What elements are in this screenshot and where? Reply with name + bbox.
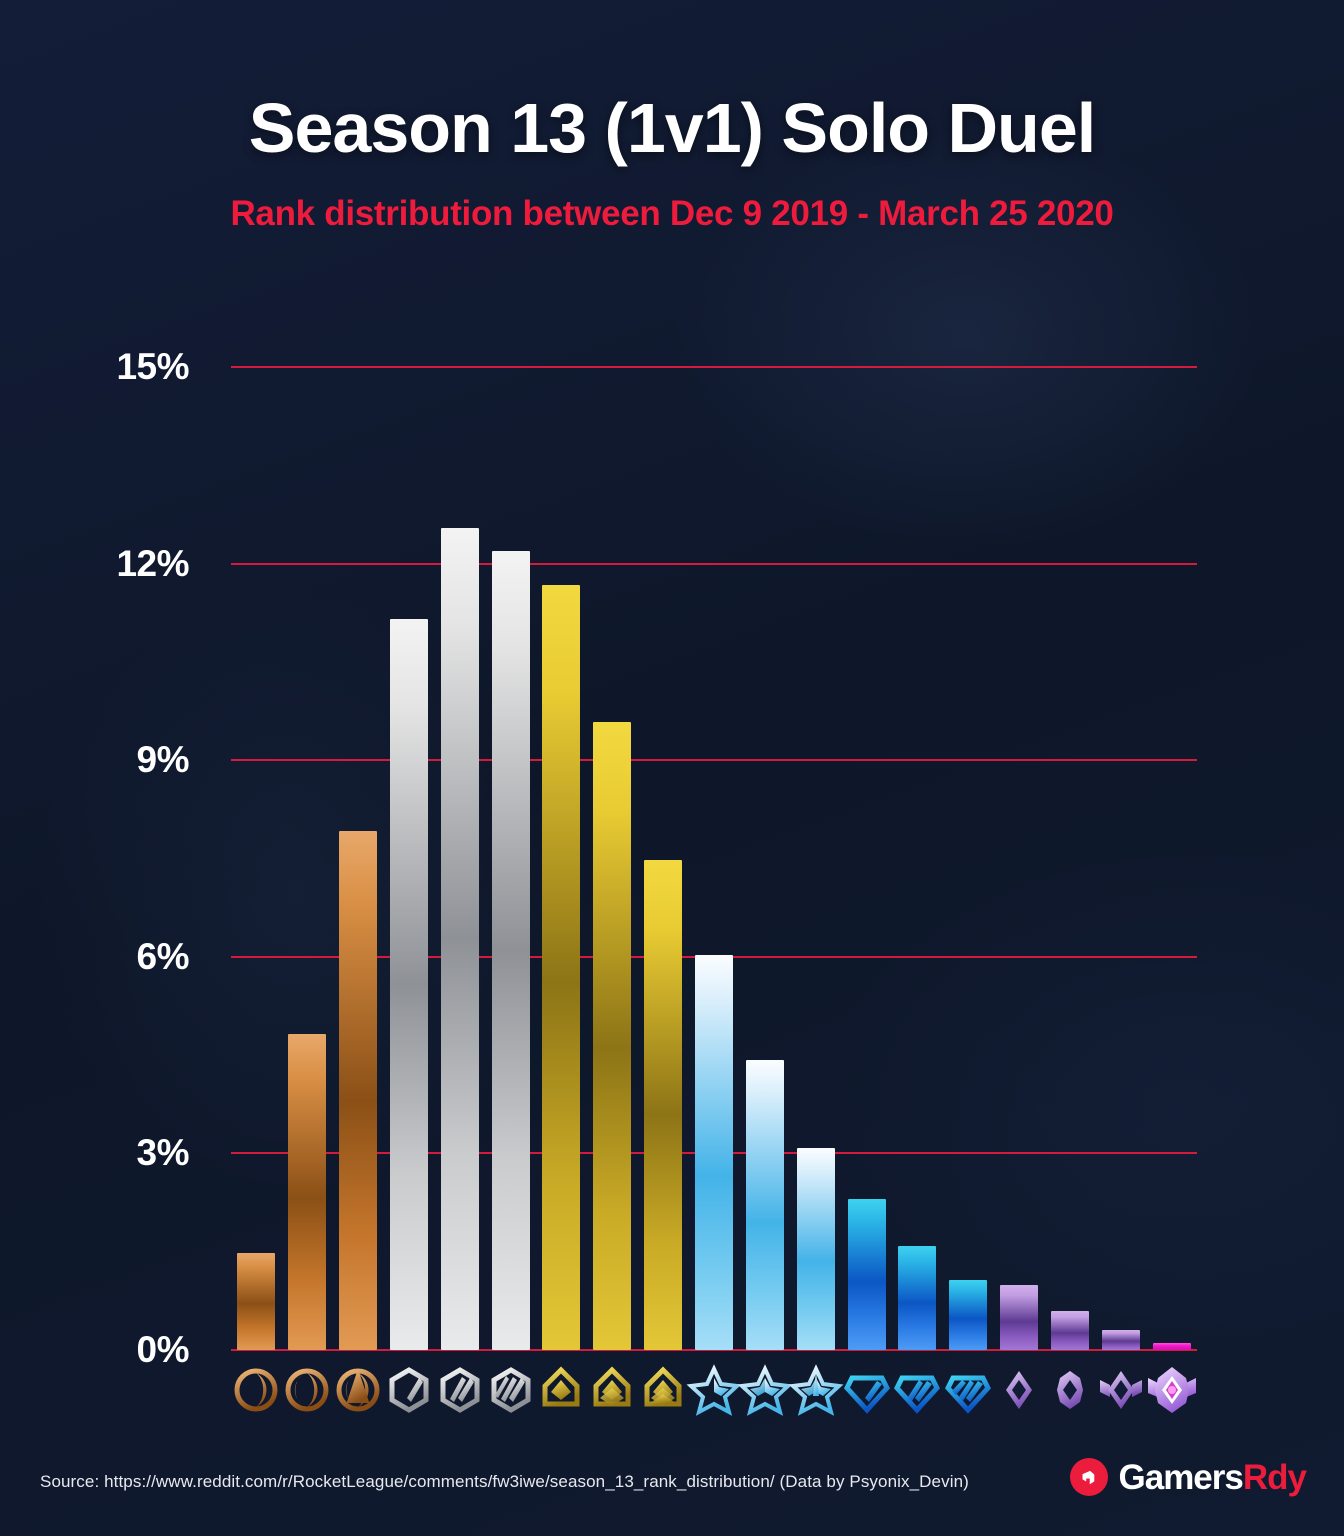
bar-gold-i[interactable] (542, 584, 581, 1350)
rank-icon-champion-2 (1042, 1362, 1098, 1418)
rank-icon-silver-1 (381, 1362, 437, 1418)
bar-diamond-ii[interactable] (898, 1246, 937, 1350)
rank-icon-diamond-1 (839, 1362, 895, 1418)
rank-icon-bronze-1 (228, 1362, 284, 1418)
bar-grand-champion[interactable] (1152, 1342, 1191, 1350)
logo-word-rdy: Rdy (1242, 1457, 1307, 1497)
logo-word-gamers: Gamers (1118, 1457, 1244, 1497)
bar-platinum-ii[interactable] (745, 1060, 784, 1350)
rank-icon-bronze-2 (279, 1362, 335, 1418)
x-axis-rank-icons (231, 1362, 1197, 1432)
rank-icon-champion-3 (1093, 1362, 1149, 1418)
rank-icon-gold-2 (584, 1362, 640, 1418)
bar-platinum-i[interactable] (695, 954, 733, 1350)
bar-bronze-ii[interactable] (288, 1034, 327, 1350)
rank-icon-platinum-3 (788, 1362, 844, 1418)
bar-diamond-i[interactable] (847, 1199, 886, 1350)
gridline-0 (231, 1349, 1197, 1351)
bar-series (231, 367, 1197, 1350)
y-axis-tick-6: 6% (136, 935, 190, 977)
gridline-12 (231, 562, 1197, 565)
rank-icon-bronze-3 (330, 1362, 386, 1418)
rank-icon-silver-2 (432, 1362, 488, 1418)
rank-icon-platinum-1 (686, 1362, 742, 1418)
y-axis-tick-12: 12% (116, 542, 189, 584)
gridline-9 (231, 759, 1197, 762)
bar-gold-iii[interactable] (644, 859, 683, 1350)
gamersrdy-logo[interactable]: GamersRdy (1069, 1457, 1308, 1497)
bar-silver-iii[interactable] (491, 550, 530, 1350)
rank-icon-champion-1 (991, 1362, 1047, 1418)
rank-icon-diamond-2 (889, 1362, 945, 1418)
chart-subtitle: Rank distribution between Dec 9 2019 - M… (230, 193, 1114, 233)
chart-title: Season 13 (1v1) Solo Duel (248, 89, 1096, 167)
y-axis-tick-0: 0% (136, 1329, 190, 1370)
chart-header: Season 13 (1v1) Solo Duel Rank distribut… (0, 0, 1344, 234)
rank-icon-diamond-3 (940, 1362, 996, 1418)
bar-champion-i[interactable] (1000, 1285, 1039, 1350)
rank-icon-gold-3 (635, 1362, 691, 1418)
bar-gold-ii[interactable] (593, 722, 632, 1350)
bar-champion-ii[interactable] (1050, 1310, 1089, 1350)
plot-area (231, 366, 1197, 1351)
bar-champion-iii[interactable] (1101, 1329, 1140, 1350)
rank-icon-grand-champion (1144, 1362, 1200, 1418)
rank-icon-platinum-2 (737, 1362, 793, 1418)
bar-platinum-iii[interactable] (796, 1148, 835, 1350)
gridline-15 (231, 366, 1197, 368)
rank-icon-silver-3 (483, 1362, 539, 1418)
bar-silver-ii[interactable] (440, 527, 479, 1350)
bar-silver-i[interactable] (389, 619, 428, 1350)
bar-bronze-i[interactable] (237, 1253, 276, 1350)
bar-diamond-iii[interactable] (949, 1279, 988, 1350)
y-axis-tick-9: 9% (136, 739, 190, 781)
y-axis-tick-3: 3% (136, 1132, 190, 1174)
logo-wordmark: GamersRdy (1118, 1457, 1308, 1497)
gamersrdy-arrow-icon (1069, 1458, 1108, 1496)
y-axis-tick-15: 15% (116, 346, 189, 387)
bar-bronze-iii[interactable] (339, 830, 378, 1350)
source-text: Source: https://www.reddit.com/r/RocketL… (40, 1472, 969, 1491)
rank-icon-gold-1 (533, 1362, 589, 1418)
chart-footer: Source: https://www.reddit.com/r/RocketL… (0, 1440, 1344, 1536)
